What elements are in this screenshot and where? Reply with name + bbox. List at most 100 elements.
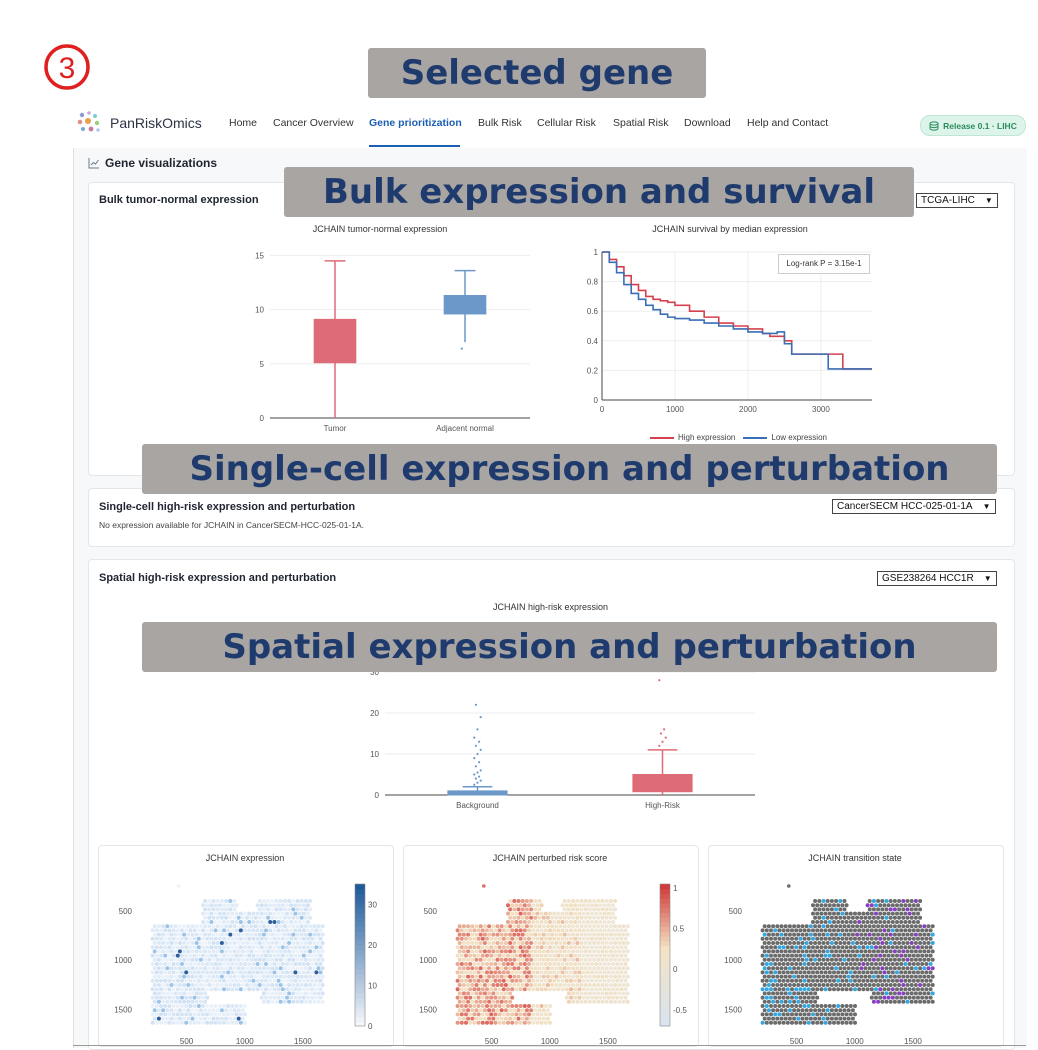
spot (177, 983, 182, 987)
single-cell-dataset-select[interactable]: CancerSECM HCC-025-01-1A ▼ (832, 499, 996, 514)
spot (491, 1008, 496, 1013)
nav-spatial-risk[interactable]: Spatial Risk (613, 117, 669, 129)
spot (150, 953, 155, 958)
spot (611, 911, 615, 916)
spot (583, 924, 588, 929)
spot (813, 1016, 818, 1021)
spot (165, 924, 170, 929)
spot (621, 999, 626, 1004)
spot (503, 966, 508, 971)
spot (306, 928, 310, 933)
spot (468, 928, 473, 933)
spot (619, 953, 624, 958)
spot (787, 949, 792, 954)
spot (522, 953, 527, 958)
spot (228, 957, 233, 962)
spot (863, 915, 868, 920)
spot (596, 974, 601, 979)
spot (238, 1012, 243, 1017)
spot (201, 936, 205, 941)
outlier-point (473, 783, 476, 786)
spot (621, 949, 626, 954)
spot (226, 936, 231, 941)
spot (301, 987, 306, 992)
spot (503, 999, 508, 1004)
spot (520, 941, 525, 945)
release-badge[interactable]: Release 0.1 · LIHC (920, 115, 1026, 136)
spot (293, 995, 298, 1000)
spot (213, 928, 218, 933)
colorbar-segment (355, 959, 365, 965)
spot (811, 970, 815, 975)
spot (491, 941, 496, 945)
spot (508, 999, 513, 1004)
spot (177, 1008, 182, 1013)
spot (892, 966, 897, 971)
spot (219, 1016, 224, 1021)
spot (821, 957, 826, 962)
spot (764, 962, 769, 966)
spot (495, 974, 500, 979)
spot (579, 941, 584, 945)
nav-gene-prioritization[interactable]: Gene prioritization (369, 117, 462, 129)
y-tick-label: 0.4 (587, 337, 599, 346)
spot (489, 1020, 494, 1025)
spot (543, 936, 548, 941)
spot (289, 953, 294, 958)
spot (512, 983, 517, 987)
colorbar-segment (660, 921, 670, 928)
spot (171, 1012, 176, 1017)
spot (827, 1012, 832, 1017)
spot (573, 987, 578, 992)
spot (771, 983, 776, 987)
spot (213, 987, 218, 992)
spot (785, 970, 790, 975)
spot (470, 941, 475, 945)
spot (617, 932, 622, 937)
spot (177, 1016, 182, 1021)
spot (531, 920, 536, 924)
spot (464, 962, 468, 966)
spot (916, 945, 920, 950)
bulk-dataset-select[interactable]: TCGA-LIHC ▼ (916, 193, 998, 208)
nav-download[interactable]: Download (684, 117, 731, 129)
spot (853, 1012, 857, 1017)
spot (177, 957, 182, 962)
spot (838, 949, 843, 954)
spot (806, 945, 811, 950)
spot (888, 924, 893, 929)
nav-help-contact[interactable]: Help and Contact (747, 117, 829, 129)
nav-bulk-risk[interactable]: Bulk Risk (478, 117, 522, 129)
spot (913, 999, 918, 1004)
spot (857, 970, 862, 975)
spot (177, 974, 182, 979)
spot (575, 991, 580, 996)
spot (596, 924, 601, 929)
spot (920, 936, 925, 941)
spot (152, 983, 157, 987)
colorbar-frame (354, 883, 366, 1027)
spot (518, 953, 523, 958)
spot (840, 920, 845, 924)
nav-cellular-risk[interactable]: Cellular Risk (537, 117, 596, 129)
spot (575, 941, 580, 945)
spot (566, 991, 571, 996)
spot (813, 991, 818, 996)
spot (497, 970, 502, 975)
spot (261, 974, 266, 979)
spot (543, 945, 548, 950)
nav-home[interactable]: Home (229, 117, 258, 129)
spot (848, 1004, 853, 1008)
colorbar-segment (660, 973, 670, 980)
spot (548, 928, 552, 933)
spot (773, 987, 778, 992)
spot (192, 1012, 197, 1017)
expression-map-title: JCHAIN expression (205, 853, 285, 863)
spot (508, 1008, 513, 1013)
nav-cancer-overview[interactable]: Cancer Overview (273, 117, 354, 129)
spot (261, 932, 266, 937)
spot (808, 949, 813, 954)
spatial-dataset-select[interactable]: GSE238264 HCC1R ▼ (877, 571, 997, 586)
spot (892, 949, 897, 954)
brand-logo[interactable]: PanRiskOmics (76, 108, 202, 138)
